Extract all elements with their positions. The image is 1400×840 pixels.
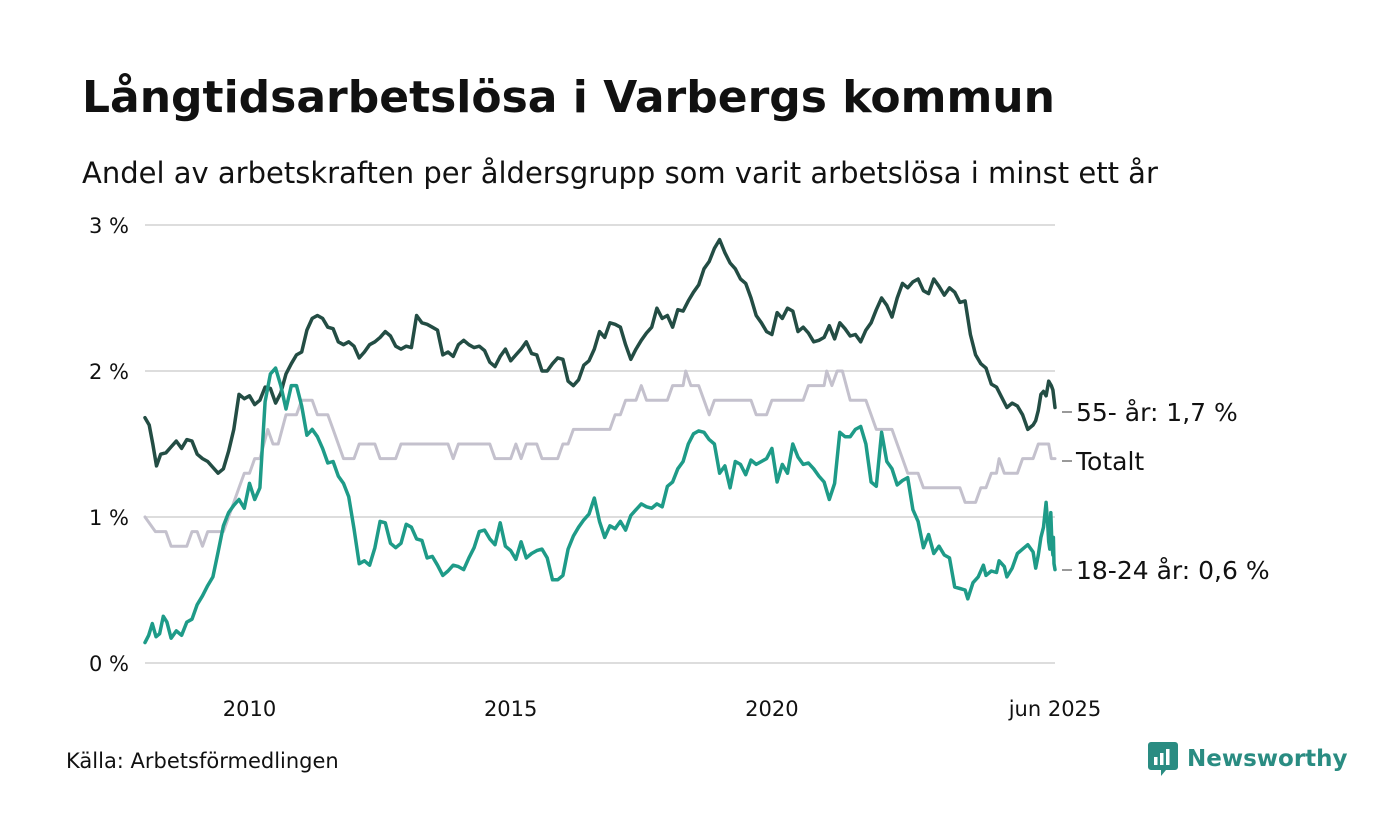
chart-subtitle: Andel av arbetskraften per åldersgrupp s… xyxy=(82,156,1158,190)
series-line-s18 xyxy=(143,366,1057,645)
series-lines xyxy=(143,237,1057,645)
y-tick-label: 3 % xyxy=(89,214,129,238)
x-tick-label: 2010 xyxy=(223,697,276,721)
x-tick-label: 2015 xyxy=(484,697,537,721)
y-tick-label: 2 % xyxy=(89,360,129,384)
series-end-labels: Totalt 55- år: 1,7 % 18-24 år: 0,6 % xyxy=(1062,398,1270,585)
series-line-total xyxy=(143,369,1057,548)
brand-logo: Newsworthy xyxy=(1148,742,1348,776)
x-tick-label: jun 2025 xyxy=(1008,697,1102,721)
y-tick-label: 0 % xyxy=(89,652,129,676)
x-axis-ticks: 2010 2015 2020 jun 2025 xyxy=(223,697,1102,721)
series-end-label-s18: 18-24 år: 0,6 % xyxy=(1076,556,1270,585)
series-line-s55 xyxy=(143,237,1057,475)
y-axis-ticks: 0 % 1 % 2 % 3 % xyxy=(89,214,129,676)
series-end-label-total: Totalt xyxy=(1075,447,1144,476)
chart-title: Långtidsarbetslösa i Varbergs kommun xyxy=(82,72,1055,123)
brand-name: Newsworthy xyxy=(1187,746,1348,772)
newsworthy-logo-icon xyxy=(1148,742,1178,776)
series-end-label-s55: 55- år: 1,7 % xyxy=(1076,398,1238,427)
x-tick-label: 2020 xyxy=(745,697,798,721)
grid-lines xyxy=(145,224,1055,664)
y-tick-label: 1 % xyxy=(89,506,129,530)
source-note: Källa: Arbetsförmedlingen xyxy=(66,749,339,773)
